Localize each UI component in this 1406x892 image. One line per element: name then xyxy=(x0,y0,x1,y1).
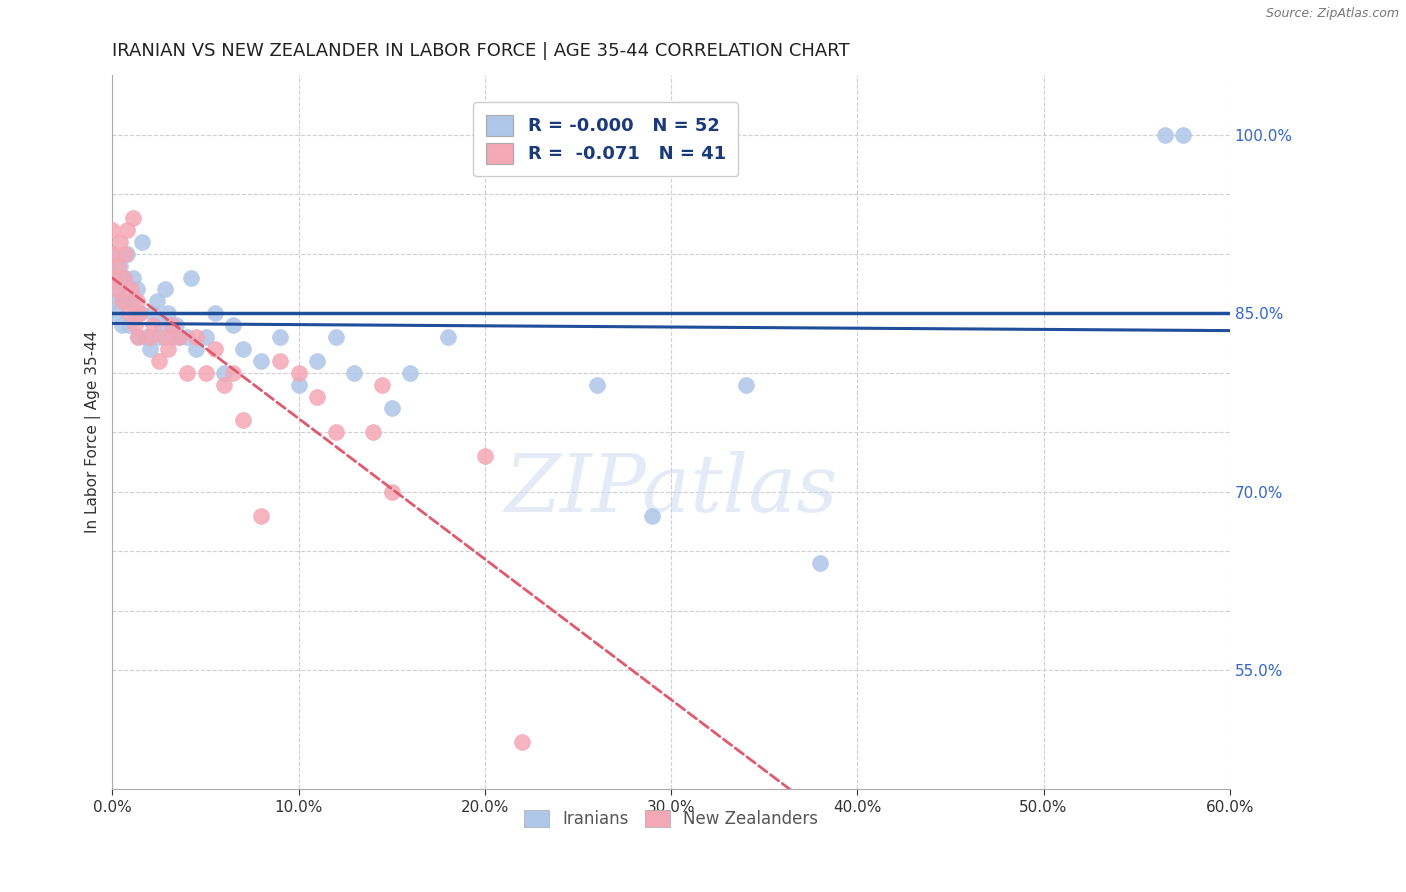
Point xyxy=(107,282,129,296)
Point xyxy=(127,330,149,344)
Point xyxy=(148,330,170,344)
Point xyxy=(325,425,347,440)
Point xyxy=(146,294,169,309)
Point xyxy=(157,342,180,356)
Point xyxy=(269,353,291,368)
Point xyxy=(474,449,496,463)
Point xyxy=(381,484,404,499)
Point xyxy=(641,508,664,523)
Point xyxy=(148,353,170,368)
Point xyxy=(114,270,136,285)
Point xyxy=(129,306,152,320)
Point xyxy=(157,306,180,320)
Text: IRANIAN VS NEW ZEALANDER IN LABOR FORCE | AGE 35-44 CORRELATION CHART: IRANIAN VS NEW ZEALANDER IN LABOR FORCE … xyxy=(112,42,851,60)
Point xyxy=(101,270,124,285)
Point xyxy=(381,401,404,416)
Point xyxy=(149,318,172,332)
Point xyxy=(325,330,347,344)
Point xyxy=(117,246,139,260)
Point xyxy=(204,342,226,356)
Point xyxy=(194,366,217,380)
Point xyxy=(222,318,245,332)
Point xyxy=(808,556,831,570)
Point xyxy=(222,366,245,380)
Point xyxy=(124,306,146,320)
Point xyxy=(105,282,128,296)
Point xyxy=(107,259,129,273)
Point xyxy=(120,294,142,309)
Point xyxy=(371,377,394,392)
Point xyxy=(111,294,134,309)
Point xyxy=(117,223,139,237)
Point xyxy=(169,330,191,344)
Point xyxy=(131,235,153,249)
Point xyxy=(287,366,309,380)
Point xyxy=(125,282,148,296)
Point xyxy=(399,366,422,380)
Point xyxy=(287,377,309,392)
Point xyxy=(250,508,273,523)
Point xyxy=(212,366,235,380)
Point xyxy=(118,318,141,332)
Point xyxy=(165,318,187,332)
Point xyxy=(510,734,533,748)
Point xyxy=(269,330,291,344)
Point xyxy=(124,318,146,332)
Text: ZIPatlas: ZIPatlas xyxy=(505,450,838,528)
Point xyxy=(108,259,131,273)
Point xyxy=(186,342,208,356)
Point xyxy=(180,270,202,285)
Point xyxy=(153,282,176,296)
Point xyxy=(105,306,128,320)
Point xyxy=(307,390,329,404)
Point xyxy=(343,366,366,380)
Point xyxy=(169,330,191,344)
Point xyxy=(129,306,152,320)
Point xyxy=(101,246,124,260)
Point xyxy=(176,330,198,344)
Point xyxy=(1153,128,1175,142)
Point xyxy=(142,318,165,332)
Point xyxy=(160,318,183,332)
Point xyxy=(111,318,134,332)
Legend: Iranians, New Zealanders: Iranians, New Zealanders xyxy=(517,803,825,834)
Point xyxy=(135,330,157,344)
Point xyxy=(153,330,176,344)
Point xyxy=(101,223,124,237)
Point xyxy=(307,353,329,368)
Point xyxy=(114,246,136,260)
Point xyxy=(101,270,124,285)
Point xyxy=(186,330,208,344)
Point xyxy=(118,306,141,320)
Point xyxy=(585,377,607,392)
Point xyxy=(204,306,226,320)
Point xyxy=(101,246,124,260)
Point xyxy=(436,330,458,344)
Point xyxy=(112,294,135,309)
Point xyxy=(112,270,135,285)
Point xyxy=(127,330,149,344)
Point xyxy=(232,413,254,427)
Point xyxy=(138,342,160,356)
Point xyxy=(160,330,183,344)
Point xyxy=(1173,128,1195,142)
Point xyxy=(194,330,217,344)
Point xyxy=(361,425,384,440)
Point xyxy=(120,282,142,296)
Text: Source: ZipAtlas.com: Source: ZipAtlas.com xyxy=(1265,7,1399,21)
Point xyxy=(734,377,756,392)
Point xyxy=(138,330,160,344)
Point xyxy=(122,270,145,285)
Point xyxy=(250,353,273,368)
Point xyxy=(232,342,254,356)
Point xyxy=(212,377,235,392)
Y-axis label: In Labor Force | Age 35-44: In Labor Force | Age 35-44 xyxy=(86,331,101,533)
Point xyxy=(101,294,124,309)
Point xyxy=(122,211,145,225)
Point xyxy=(142,306,165,320)
Point xyxy=(108,235,131,249)
Point xyxy=(176,366,198,380)
Point xyxy=(125,294,148,309)
